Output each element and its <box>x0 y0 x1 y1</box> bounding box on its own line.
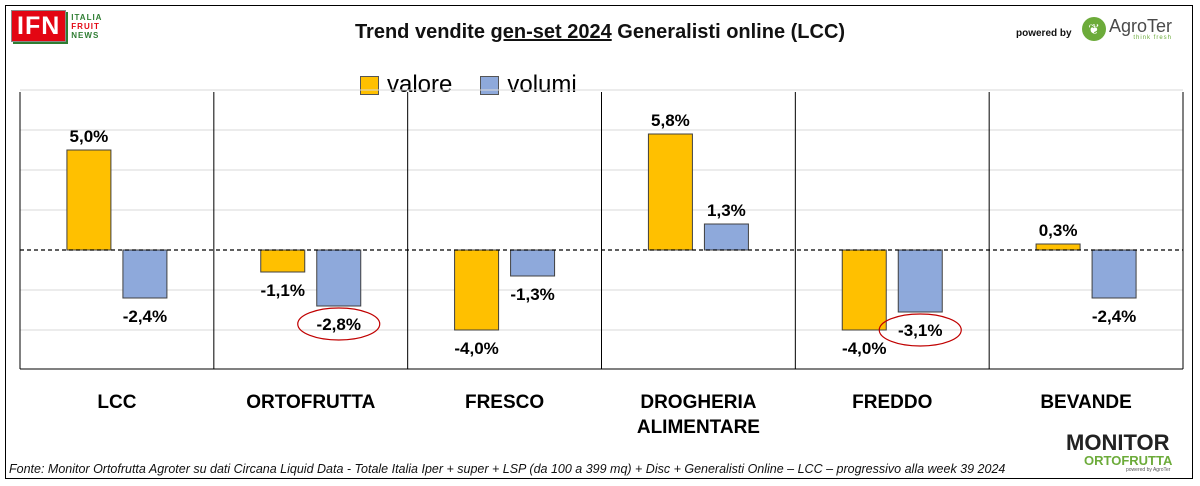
data-label: -1,3% <box>510 285 554 304</box>
monitor-logo-line1: MONITOR <box>1066 430 1170 455</box>
bar-valore <box>260 249 306 273</box>
data-label: 0,3% <box>1039 221 1078 240</box>
data-label: -3,1% <box>898 321 942 340</box>
ifn-logo: IFN ITALIA FRUIT NEWS <box>11 10 102 42</box>
highlight-ellipse <box>297 307 381 341</box>
bar-volumi <box>316 249 362 307</box>
bar-valore <box>647 133 693 251</box>
data-label: -4,0% <box>842 339 886 358</box>
chart-title: Trend vendite gen-set 2024 Generalisti o… <box>0 21 1200 44</box>
bar-valore <box>1035 243 1081 251</box>
chart-frame <box>5 5 1193 479</box>
legend-label-volumi: volumi <box>507 71 577 98</box>
leaf-icon: ❦ <box>1082 17 1106 41</box>
bar-valore <box>841 249 887 331</box>
ifn-logo-line2: FRUIT <box>71 21 100 31</box>
monitor-ortofrutta-logo: MONITOR ORTOFRUTTA powered by AgroTer <box>1066 430 1191 474</box>
bar-volumi <box>703 223 749 251</box>
category-label: FRESCO <box>465 392 544 413</box>
bar-valore <box>454 249 500 331</box>
bar-volumi <box>897 249 943 313</box>
ifn-logo-line3: NEWS <box>71 30 100 40</box>
category-label: ALIMENTARE <box>637 417 760 438</box>
data-label: -2,4% <box>123 307 167 326</box>
data-label: 5,8% <box>651 111 690 130</box>
monitor-logo-line2: ORTOFRUTTA <box>1084 453 1173 468</box>
category-label: FREDDO <box>852 392 932 413</box>
category-label: BEVANDE <box>1040 392 1132 413</box>
agroter-logo: ❦ AgroTer think fresh <box>1082 17 1172 41</box>
data-label: -2,8% <box>317 315 361 334</box>
bar-volumi <box>1091 249 1137 299</box>
ifn-logo-words: ITALIA FRUIT NEWS <box>71 13 102 40</box>
category-label: LCC <box>97 392 136 413</box>
agroter-logo-tagline: think fresh <box>1133 35 1173 41</box>
ifn-logo-mark: IFN <box>11 10 67 42</box>
data-label: 5,0% <box>70 127 109 146</box>
legend-item-volumi: volumi <box>480 71 577 99</box>
agroter-logo-name: AgroTer <box>1109 16 1173 36</box>
powered-by-label: powered by <box>1016 28 1072 39</box>
data-label: -2,4% <box>1092 307 1136 326</box>
category-label: ORTOFRUTTA <box>246 392 375 413</box>
legend-label-valore: valore <box>387 71 453 98</box>
data-label: -4,0% <box>454 339 498 358</box>
bar-volumi <box>122 249 168 299</box>
title-prefix: Trend vendite <box>354 21 491 43</box>
data-label: 1,3% <box>707 201 746 220</box>
highlight-ellipse <box>878 313 962 347</box>
bar-volumi <box>510 249 556 277</box>
bar-valore <box>66 149 112 251</box>
source-footnote: Fonte: Monitor Ortofrutta Agroter su dat… <box>9 462 1006 476</box>
data-label: -1,1% <box>261 281 305 300</box>
title-period: gen-set 2024 <box>490 21 612 43</box>
monitor-logo-powered: powered by AgroTer <box>1126 467 1171 473</box>
category-label: DROGHERIA <box>640 392 756 413</box>
title-suffix: Generalisti online (LCC) <box>611 21 846 43</box>
ifn-logo-line1: ITALIA <box>71 12 103 22</box>
